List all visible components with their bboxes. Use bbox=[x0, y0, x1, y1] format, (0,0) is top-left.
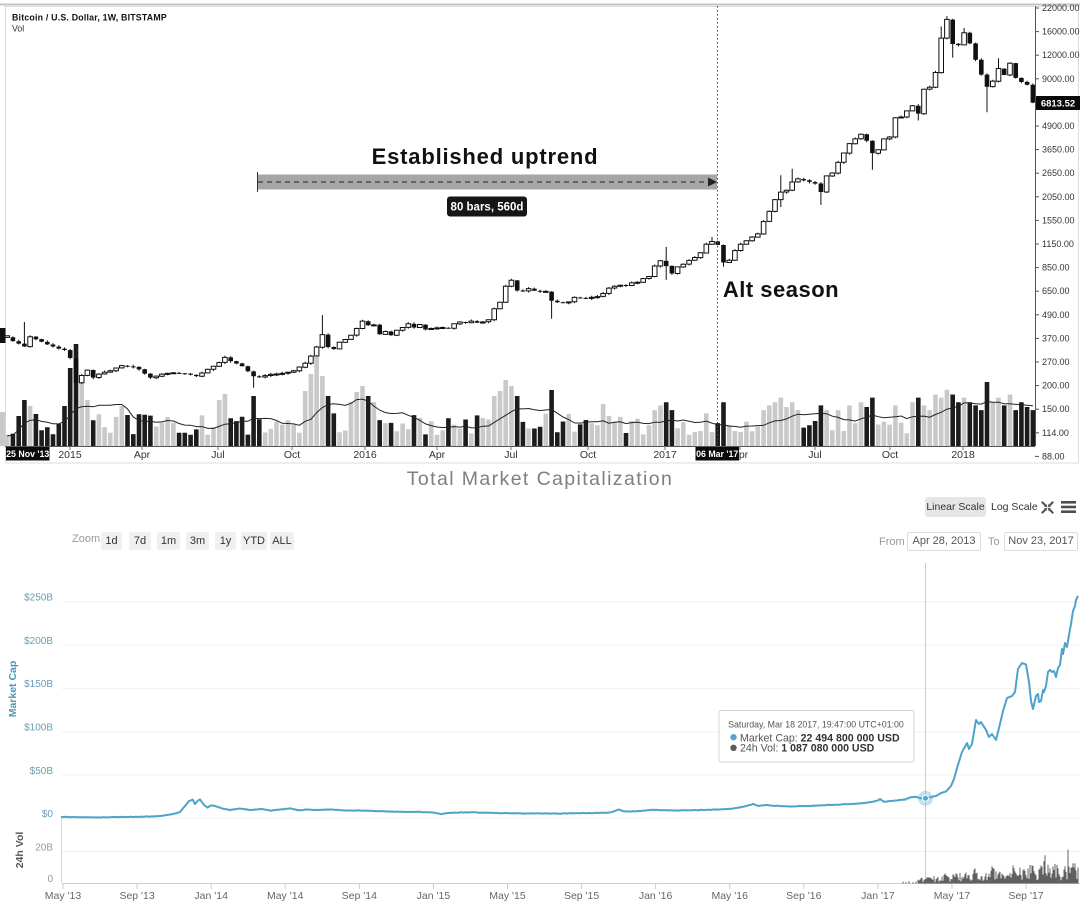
svg-text:Vol: Vol bbox=[12, 24, 24, 34]
svg-text:Bitcoin / U.S. Dollar, 1W, BIT: Bitcoin / U.S. Dollar, 1W, BITSTAMP bbox=[12, 13, 167, 23]
svg-text:Sep '17: Sep '17 bbox=[1008, 890, 1043, 902]
svg-text:Oct: Oct bbox=[580, 449, 596, 461]
svg-text:24h Vol: 1 087 080 000 USD: 24h Vol: 1 087 080 000 USD bbox=[740, 743, 875, 755]
svg-text:May '14: May '14 bbox=[267, 890, 304, 902]
svg-text:200.00: 200.00 bbox=[1042, 381, 1070, 391]
svg-text:Jul: Jul bbox=[808, 449, 821, 461]
svg-text:3650.00: 3650.00 bbox=[1042, 145, 1075, 155]
svg-text:06 Mar '17: 06 Mar '17 bbox=[696, 449, 738, 459]
svg-text:12000.00: 12000.00 bbox=[1042, 50, 1080, 60]
svg-text:$150B: $150B bbox=[24, 679, 53, 690]
svg-text:Jan '16: Jan '16 bbox=[639, 890, 673, 902]
svg-text:6813.52: 6813.52 bbox=[1041, 99, 1075, 110]
svg-text:9000.00: 9000.00 bbox=[1042, 74, 1075, 84]
svg-text:850.00: 850.00 bbox=[1042, 263, 1070, 273]
svg-text:150.00: 150.00 bbox=[1042, 404, 1070, 414]
svg-text:$250B: $250B bbox=[24, 593, 53, 604]
svg-text:Sep '16: Sep '16 bbox=[786, 890, 821, 902]
svg-text:Jan '15: Jan '15 bbox=[417, 890, 451, 902]
svg-text:370.00: 370.00 bbox=[1042, 333, 1070, 343]
svg-text:Oct: Oct bbox=[284, 449, 300, 461]
svg-text:1150.00: 1150.00 bbox=[1042, 239, 1074, 249]
svg-text:Jul: Jul bbox=[211, 449, 224, 461]
svg-text:2650.00: 2650.00 bbox=[1042, 168, 1075, 178]
svg-text:Market Cap: 22 494 800 000 USD: Market Cap: 22 494 800 000 USD bbox=[740, 732, 900, 744]
svg-text:Sep '15: Sep '15 bbox=[564, 890, 599, 902]
svg-text:Jan '17: Jan '17 bbox=[861, 890, 895, 902]
svg-text:Established uptrend: Established uptrend bbox=[372, 144, 599, 169]
svg-text:Alt season: Alt season bbox=[723, 277, 839, 302]
svg-text:$0: $0 bbox=[42, 809, 54, 820]
svg-text:Saturday, Mar 18 2017, 19:47:0: Saturday, Mar 18 2017, 19:47:00 UTC+01:0… bbox=[728, 719, 904, 729]
svg-text:Jan '14: Jan '14 bbox=[194, 890, 228, 902]
svg-text:May '15: May '15 bbox=[489, 890, 526, 902]
svg-text:$100B: $100B bbox=[24, 723, 53, 734]
svg-text:20B: 20B bbox=[35, 842, 53, 853]
svg-text:Oct: Oct bbox=[882, 449, 898, 461]
svg-text:270.00: 270.00 bbox=[1042, 357, 1070, 367]
svg-text:2016: 2016 bbox=[353, 449, 377, 461]
svg-text:24h Vol: 24h Vol bbox=[14, 832, 26, 869]
svg-text:2015: 2015 bbox=[58, 449, 82, 461]
svg-text:0: 0 bbox=[47, 874, 53, 885]
svg-text:Jul: Jul bbox=[504, 449, 517, 461]
svg-text:Sep '14: Sep '14 bbox=[342, 890, 377, 902]
svg-text:2018: 2018 bbox=[951, 449, 975, 461]
svg-text:650.00: 650.00 bbox=[1042, 286, 1070, 296]
svg-text:2017: 2017 bbox=[653, 449, 677, 461]
svg-text:May '17: May '17 bbox=[934, 890, 971, 902]
svg-text:25 Nov '13: 25 Nov '13 bbox=[6, 449, 49, 459]
svg-text:88.00: 88.00 bbox=[1042, 451, 1065, 461]
svg-text:Market Cap: Market Cap bbox=[7, 661, 19, 718]
svg-text:Apr: Apr bbox=[134, 449, 151, 461]
svg-text:16000.00: 16000.00 bbox=[1042, 27, 1080, 37]
svg-text:$50B: $50B bbox=[30, 766, 54, 777]
svg-text:May '16: May '16 bbox=[711, 890, 748, 902]
svg-text:4900.00: 4900.00 bbox=[1042, 121, 1075, 131]
svg-text:2050.00: 2050.00 bbox=[1042, 192, 1075, 202]
svg-text:22000.00: 22000.00 bbox=[1042, 3, 1080, 13]
svg-text:May '13: May '13 bbox=[45, 890, 82, 902]
svg-text:1550.00: 1550.00 bbox=[1042, 215, 1075, 225]
svg-text:80 bars, 560d: 80 bars, 560d bbox=[451, 202, 524, 214]
svg-text:490.00: 490.00 bbox=[1042, 310, 1070, 320]
svg-text:114.00: 114.00 bbox=[1042, 428, 1069, 438]
svg-text:$200B: $200B bbox=[24, 636, 53, 647]
svg-text:Apr: Apr bbox=[429, 449, 446, 461]
svg-text:Sep '13: Sep '13 bbox=[119, 890, 154, 902]
